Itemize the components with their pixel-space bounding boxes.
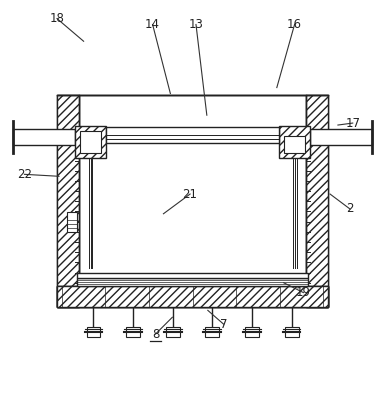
Text: 19: 19 xyxy=(296,286,311,299)
Bar xyxy=(106,127,279,143)
Bar xyxy=(80,131,101,152)
Bar xyxy=(57,286,328,307)
Bar xyxy=(307,95,328,307)
Text: 17: 17 xyxy=(345,117,360,130)
Bar xyxy=(206,327,219,337)
Bar xyxy=(285,327,298,337)
Text: 2: 2 xyxy=(346,203,353,216)
Bar xyxy=(67,212,77,232)
Bar xyxy=(57,286,328,307)
Text: 8: 8 xyxy=(152,327,159,340)
Bar xyxy=(57,286,328,307)
Text: 22: 22 xyxy=(17,168,32,181)
Text: 16: 16 xyxy=(287,18,302,31)
Bar xyxy=(57,95,79,307)
Bar xyxy=(307,95,328,307)
Bar xyxy=(77,278,308,286)
Bar xyxy=(166,327,180,337)
Bar xyxy=(57,286,328,307)
Bar xyxy=(79,95,307,286)
Bar xyxy=(126,327,140,337)
Bar xyxy=(12,129,75,145)
Text: 13: 13 xyxy=(188,18,204,31)
Text: 18: 18 xyxy=(50,12,64,25)
Text: 7: 7 xyxy=(220,318,227,331)
Bar xyxy=(284,136,305,152)
Bar xyxy=(77,273,308,278)
Bar xyxy=(279,126,310,158)
Bar xyxy=(310,129,372,145)
Bar xyxy=(75,126,106,158)
Bar xyxy=(245,327,259,337)
Text: 14: 14 xyxy=(145,18,160,31)
Bar xyxy=(57,95,79,307)
Text: 21: 21 xyxy=(183,188,198,201)
Bar xyxy=(87,327,100,337)
